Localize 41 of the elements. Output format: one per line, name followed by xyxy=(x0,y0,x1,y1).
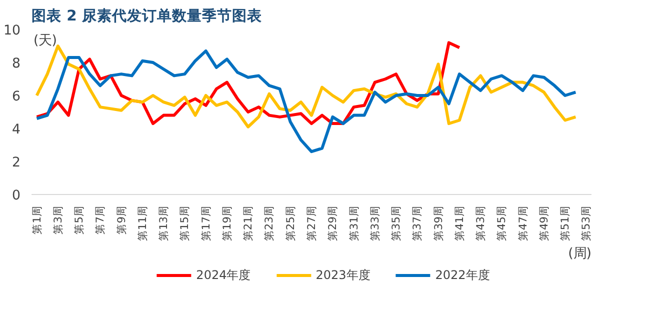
x-tick-label: 第5周 xyxy=(72,206,86,234)
x-tick-label: 第15周 xyxy=(178,205,192,242)
x-axis-title: (周) xyxy=(568,246,592,262)
x-tick-label: 第45周 xyxy=(495,205,508,242)
chart-title: 图表 2 尿素代发订单数量季节图表 xyxy=(32,8,263,24)
y-tick-label: 6 xyxy=(12,90,21,104)
y-tick-label: 10 xyxy=(4,24,21,38)
x-tick-label: 第35周 xyxy=(390,205,403,242)
x-tick-label: 第29周 xyxy=(326,205,340,242)
y-tick-label: 0 xyxy=(12,188,21,204)
x-tick-label: 第23周 xyxy=(262,205,276,242)
x-tick-label: 第33周 xyxy=(368,205,382,242)
legend-label: 2024年度 xyxy=(196,266,251,284)
x-tick-label: 第17周 xyxy=(199,205,212,242)
x-tick-label: 第53周 xyxy=(580,205,593,242)
x-tick-label: 第47周 xyxy=(516,205,530,242)
legend-label: 2023年度 xyxy=(316,266,370,284)
x-tick-label: 第27周 xyxy=(305,205,318,242)
x-tick-label: 第37周 xyxy=(410,205,424,242)
line-series xyxy=(35,44,578,128)
x-tick-label: 第51周 xyxy=(558,205,572,242)
y-tick-label: 4 xyxy=(12,122,21,138)
x-tick-label: 第7周 xyxy=(94,206,107,234)
x-tick-label: 第21周 xyxy=(242,205,255,242)
x-tick-label: 第1周 xyxy=(30,206,44,234)
x-tick-label: 第43周 xyxy=(474,205,488,242)
x-tick-label: 第49周 xyxy=(537,205,550,242)
x-tick-label: 第9周 xyxy=(114,206,128,234)
x-tick-label: 第13周 xyxy=(157,205,170,242)
x-tick-label: 第25周 xyxy=(284,205,297,242)
y-tick-label: 8 xyxy=(12,56,21,72)
x-tick-label: 第11周 xyxy=(136,205,149,242)
x-tick-label: 第31周 xyxy=(347,205,360,242)
x-tick-label: 第41周 xyxy=(452,205,466,242)
legend-label: 2022年度 xyxy=(435,266,490,284)
line-series xyxy=(35,49,578,154)
x-tick-label: 第39周 xyxy=(432,205,445,242)
x-tick-label: 第19周 xyxy=(220,205,234,242)
x-tick-label: 第3周 xyxy=(51,206,64,234)
y-tick-label: 2 xyxy=(12,156,21,170)
y-axis-title: (天) xyxy=(34,34,57,48)
